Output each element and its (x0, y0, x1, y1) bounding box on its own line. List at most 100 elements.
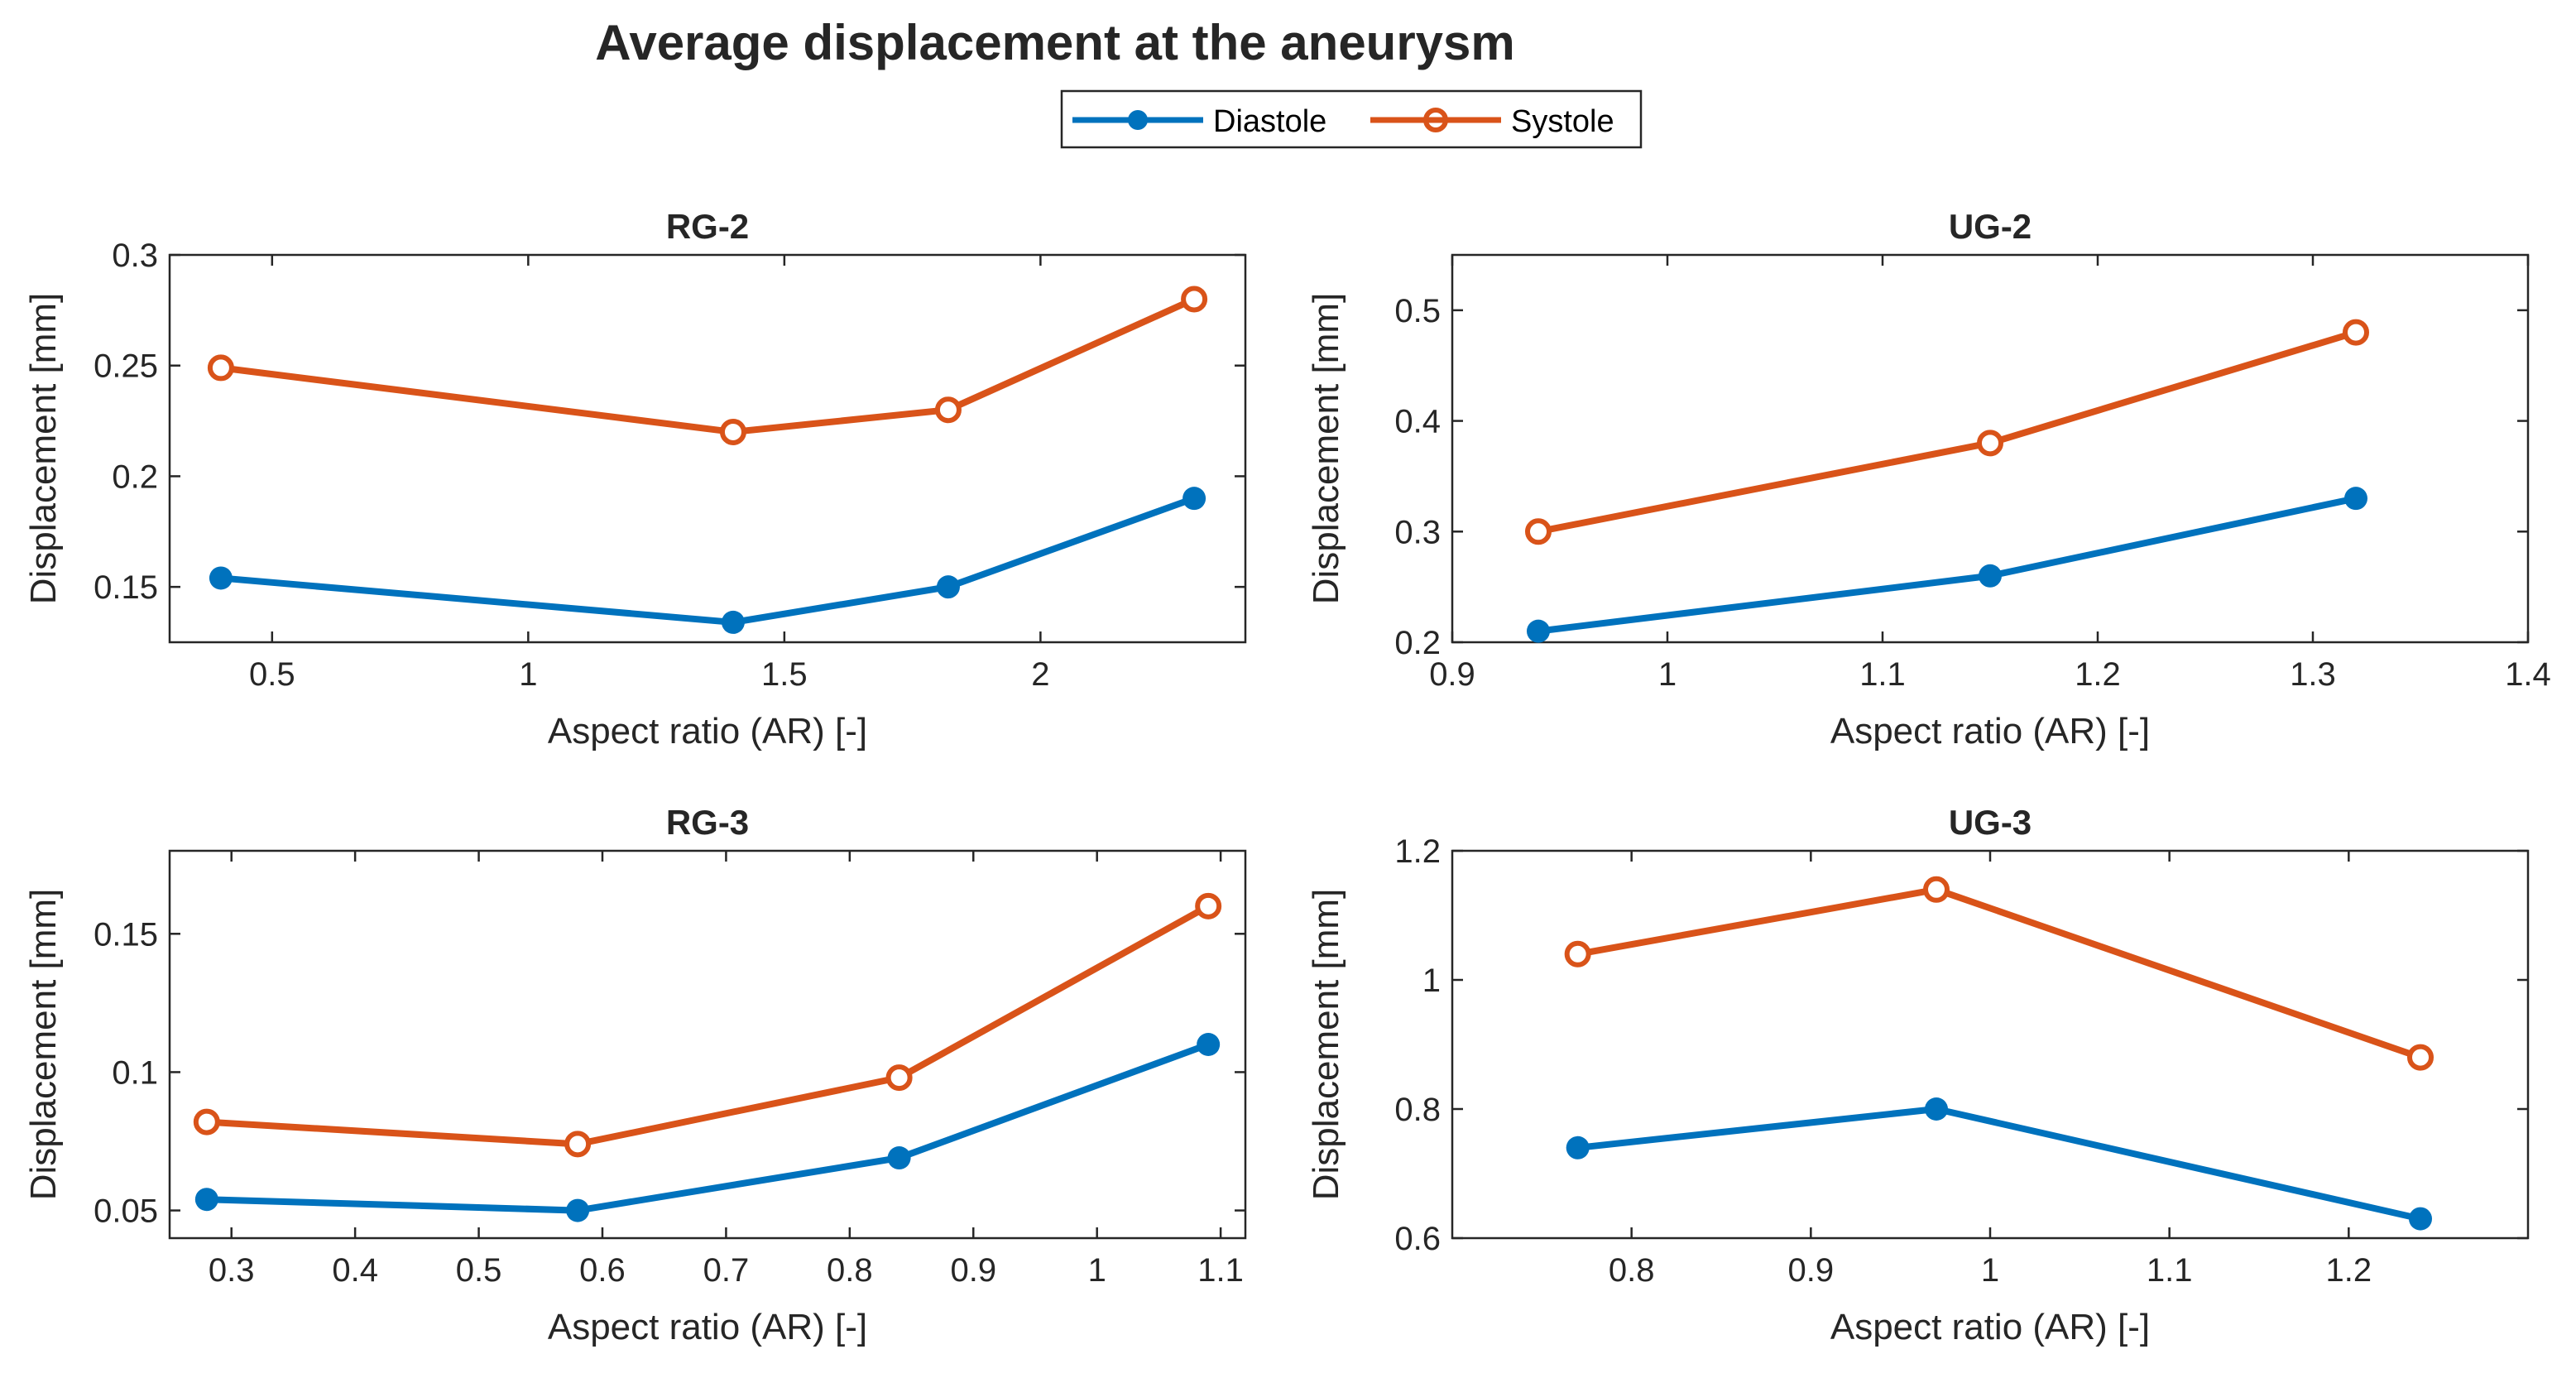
y-tick-label: 0.05 (94, 1193, 158, 1230)
y-tick-label: 0.5 (1394, 293, 1441, 329)
x-tick-label: 1.4 (2505, 656, 2551, 693)
data-point-systole[interactable] (2407, 1044, 2434, 1071)
data-point-systole[interactable] (1525, 518, 1552, 545)
x-axis-label: Aspect ratio (AR) [-] (1830, 1307, 2150, 1347)
legend[interactable]: Diastole Systole (1060, 89, 1643, 149)
y-tick-label: 0.3 (112, 238, 158, 274)
data-point-diastole[interactable] (1182, 487, 1206, 511)
y-axis-label: Displacement [mm] (1306, 293, 1346, 605)
data-point-diastole[interactable] (566, 1198, 590, 1222)
series-diastole (194, 1033, 1221, 1222)
y-axis-label: Displacement [mm] (23, 293, 64, 605)
data-point-systole[interactable] (885, 1064, 913, 1092)
x-axis-label: Aspect ratio (AR) [-] (548, 1307, 867, 1347)
subplot-title: UG-2 (1949, 207, 2032, 246)
y-axis-label: Displacement [mm] (1306, 889, 1346, 1201)
subplot-title: RG-3 (666, 803, 749, 842)
x-tick-label: 0.8 (1609, 1252, 1655, 1289)
x-tick-label: 0.9 (1429, 656, 1475, 693)
data-point-diastole[interactable] (1979, 564, 2002, 588)
x-axis-label: Aspect ratio (AR) [-] (1830, 711, 2150, 751)
y-tick-label: 0.15 (94, 569, 158, 606)
x-tick-label: 1 (1981, 1252, 1999, 1289)
x-tick-label: 0.8 (827, 1252, 873, 1289)
plot-area (168, 253, 1247, 644)
data-point-diastole[interactable] (1925, 1097, 1948, 1121)
figure-title: Average displacement at the aneurysm (595, 15, 1515, 70)
x-tick-label: 0.6 (579, 1252, 626, 1289)
data-point-diastole[interactable] (1197, 1033, 1221, 1056)
series-line-diastole (206, 1041, 1210, 1214)
y-tick-label: 1 (1422, 963, 1441, 999)
x-tick-label: 1 (1088, 1252, 1106, 1289)
subplots: RG-2 0.5 1 1.5 2 0.15 0.2 0.25 0.3 Aspect ratio (… (23, 207, 2551, 1347)
subplot-title: UG-3 (1949, 803, 2032, 842)
x-tick-label: 0.9 (1788, 1252, 1835, 1289)
data-point-diastole[interactable] (1566, 1136, 1590, 1160)
y-tick-label: 0.3 (1394, 514, 1441, 550)
data-point-diastole[interactable] (2344, 487, 2367, 511)
y-tick-label: 0.8 (1394, 1092, 1441, 1128)
x-tick-label: 0.5 (456, 1252, 502, 1289)
x-tick-label: 1.2 (2326, 1252, 2372, 1289)
data-point-systole[interactable] (2343, 319, 2369, 346)
data-point-diastole[interactable] (721, 610, 745, 634)
y-tick-label: 0.15 (94, 916, 158, 953)
y-tick-label: 0.25 (94, 348, 158, 385)
subplot-1: RG-2 0.5 1 1.5 2 0.15 0.2 0.25 0.3 Aspect ratio (… (23, 207, 1247, 751)
data-point-systole[interactable] (193, 1108, 220, 1136)
data-point-systole[interactable] (1977, 430, 2003, 457)
plot-area (168, 849, 1247, 1240)
plot-area (1451, 849, 2530, 1240)
data-point-systole[interactable] (1564, 940, 1591, 967)
data-point-systole[interactable] (1923, 876, 1950, 903)
data-point-diastole[interactable] (2409, 1207, 2432, 1231)
series-systole (193, 892, 1222, 1158)
subplot-2: UG-2 0.9 1 1.1 1.2 1.3 1.4 0.2 0.3 0.4 0.5 Aspect r… (1306, 207, 2551, 751)
x-tick-label: 0.5 (249, 656, 295, 693)
x-tick-label: 1.3 (2290, 656, 2336, 693)
subplot-title: RG-2 (666, 207, 749, 246)
legend-systole-label: Systole (1511, 104, 1614, 139)
x-tick-label: 2 (1031, 656, 1049, 693)
data-point-systole[interactable] (934, 396, 962, 424)
x-tick-label: 1.5 (761, 656, 808, 693)
legend-systole-marker (1423, 108, 1448, 132)
x-tick-label: 1 (1658, 656, 1677, 693)
subplot-3: RG-3 0.3 0.4 0.5 0.6 0.7 0.8 0.9 1 1.1 0.05 0.1 0.15… (23, 803, 1247, 1347)
x-axis-label: Aspect ratio (AR) [-] (548, 711, 867, 751)
series-diastole (209, 487, 1206, 634)
y-tick-label: 0.1 (112, 1054, 158, 1091)
data-point-diastole[interactable] (209, 566, 233, 590)
y-tick-label: 0.4 (1394, 404, 1441, 440)
x-tick-label: 1.1 (1859, 656, 1906, 693)
y-tick-label: 1.2 (1394, 833, 1441, 870)
data-point-diastole[interactable] (936, 575, 960, 599)
data-point-diastole[interactable] (1527, 619, 1550, 643)
legend-diastole-marker (1128, 110, 1148, 130)
series-line-systole (206, 903, 1211, 1148)
x-tick-label: 0.3 (209, 1252, 255, 1289)
x-tick-label: 1.2 (2075, 656, 2121, 693)
subplot-4: UG-3 0.8 0.9 1 1.1 1.2 0.6 0.8 1 1.2 Aspect ratio … (1306, 803, 2530, 1347)
series-diastole (1566, 1097, 2432, 1231)
y-tick-label: 0.6 (1394, 1221, 1441, 1257)
data-point-systole[interactable] (564, 1131, 592, 1158)
series-systole (207, 286, 1208, 445)
data-point-systole[interactable] (719, 418, 746, 445)
data-point-diastole[interactable] (194, 1188, 218, 1212)
series-systole (1525, 319, 2369, 545)
legend-diastole-label: Diastole (1213, 104, 1326, 139)
data-point-systole[interactable] (207, 354, 234, 382)
series-line-diastole (220, 495, 1196, 626)
y-tick-label: 0.2 (112, 459, 158, 495)
x-tick-label: 1.1 (2147, 1252, 2193, 1289)
y-axis-label: Displacement [mm] (23, 889, 64, 1201)
series-systole (1564, 876, 2434, 1071)
data-point-diastole[interactable] (887, 1146, 911, 1170)
x-tick-label: 1 (519, 656, 537, 693)
data-point-systole[interactable] (1181, 286, 1208, 313)
data-point-systole[interactable] (1195, 892, 1222, 919)
x-tick-label: 0.4 (332, 1252, 378, 1289)
